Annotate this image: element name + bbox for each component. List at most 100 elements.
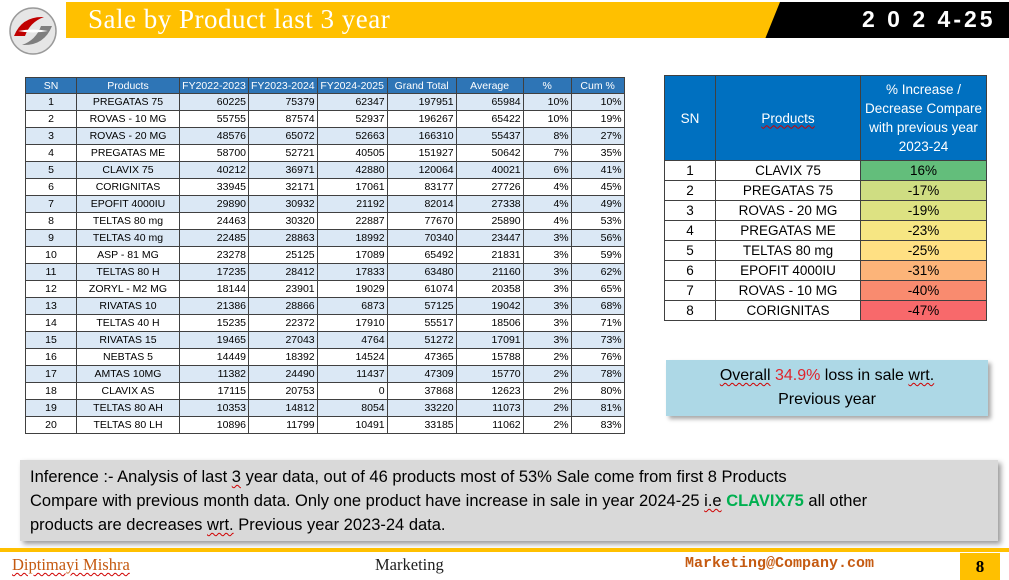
company-logo-icon (9, 7, 57, 55)
table-cell: 18144 (179, 280, 249, 298)
table-cell: 4 (25, 144, 77, 162)
comparison-header-change: % Increase / Decrease Compare with previ… (860, 75, 987, 161)
table-cell: 55437 (455, 127, 524, 145)
inference-text: wrt. (207, 516, 234, 534)
table-cell: 13 (25, 297, 77, 315)
table-cell: 3% (522, 280, 572, 298)
comparison-header-row: SN Products % Increase / Decrease Compar… (664, 75, 987, 161)
table-cell: 0 (316, 382, 388, 400)
table-cell: 21386 (179, 297, 249, 315)
table-cell: 10% (522, 93, 572, 111)
table-cell: 4764 (316, 331, 388, 349)
table-cell: ROVAS - 20 MG (76, 127, 180, 145)
table-row: 16 NEBTAS 5 14449 18392 14524 47365 15788 2% 76% (25, 348, 625, 366)
comparison-product-cell: PREGATAS ME (715, 220, 861, 241)
table-cell: 62% (570, 263, 625, 281)
comparison-change-cell: 16% (860, 160, 987, 181)
table-cell: 49% (570, 195, 625, 213)
comparison-product-cell: ROVAS - 20 MG (715, 200, 861, 221)
column-header: Products (76, 77, 180, 94)
table-cell: 4% (522, 212, 572, 230)
table-cell: 17061 (316, 178, 388, 196)
table-cell: TELTAS 80 LH (76, 416, 180, 434)
table-cell: 33185 (386, 416, 457, 434)
year-box (808, 2, 1009, 38)
table-cell: PREGATAS 75 (76, 93, 180, 111)
table-cell: CLAVIX AS (76, 382, 180, 400)
table-cell: 22372 (248, 314, 318, 332)
table-header-row: SN Products FY2022-2023 FY2023-2024 FY2024-2… (25, 77, 625, 94)
table-cell: 2% (522, 399, 572, 417)
comparison-header-products: Products (715, 75, 861, 161)
table-cell: 18 (25, 382, 77, 400)
table-row: 4 PREGATAS ME 58700 52721 40505 151927 50642 7%… (25, 144, 625, 162)
table-cell: 73% (570, 331, 625, 349)
table-cell: 14449 (179, 348, 249, 366)
column-header: Average (455, 77, 524, 94)
inference-highlight-product: CLAVIX75 (726, 492, 804, 510)
table-cell: 65422 (455, 110, 524, 128)
table-cell: 4% (522, 195, 572, 213)
table-cell: 27338 (455, 195, 524, 213)
table-cell: 11 (25, 263, 77, 281)
table-row: 6 CORIGNITAS 33945 32171 17061 83177 27726 4% 45… (25, 178, 625, 196)
table-cell: 42880 (316, 161, 388, 179)
table-cell: 15788 (455, 348, 524, 366)
table-cell: ASP - 81 MG (76, 246, 180, 264)
comparison-row: 3 ROVAS - 20 MG -19% (664, 200, 987, 221)
table-cell: 2% (522, 365, 572, 383)
table-row: 10 ASP - 81 MG 23278 25125 17089 65492 21831 3%… (25, 246, 625, 264)
table-cell: 23901 (248, 280, 318, 298)
footer-email[interactable]: Marketing@Company.com (685, 555, 875, 572)
title-bar (66, 2, 801, 38)
table-cell: 20 (25, 416, 77, 434)
comparison-header-products-text: Products (761, 110, 815, 126)
inference-text: 3 (231, 468, 241, 486)
comparison-product-cell: CLAVIX 75 (715, 160, 861, 181)
table-cell: 58700 (179, 144, 249, 162)
table-cell: 18506 (455, 314, 524, 332)
inference-text: i.e (704, 492, 722, 510)
table-cell: 65% (570, 280, 625, 298)
table-cell: 28412 (248, 263, 318, 281)
comparison-header-sn: SN (664, 75, 716, 161)
inference-text: year data, out of 46 products most of 53… (245, 468, 787, 486)
year-label: 2 0 2 4-25 (862, 6, 996, 32)
table-cell: 83% (570, 416, 625, 434)
table-cell: RIVATAS 15 (76, 331, 180, 349)
inference-line-3: products are decreases wrt. Previous yea… (30, 513, 988, 537)
table-cell: 32171 (248, 178, 318, 196)
table-cell: 17235 (179, 263, 249, 281)
table-cell: 3% (522, 331, 572, 349)
table-cell: 81% (570, 399, 625, 417)
table-cell: 37868 (386, 382, 457, 400)
comparison-change-cell: -25% (860, 240, 987, 261)
table-cell: 87574 (248, 110, 318, 128)
table-cell: 21831 (455, 246, 524, 264)
comparison-product-cell: PREGATAS 75 (715, 180, 861, 201)
table-cell: 40021 (455, 161, 524, 179)
comparison-change-cell: -47% (860, 300, 987, 321)
table-cell: 33220 (386, 399, 457, 417)
table-cell: 7 (25, 195, 77, 213)
table-cell: 55517 (386, 314, 457, 332)
column-header: SN (25, 77, 77, 94)
table-cell: 120064 (386, 161, 457, 179)
table-cell: 29890 (179, 195, 249, 213)
table-cell: 2% (522, 348, 572, 366)
table-cell: TELTAS 80 H (76, 263, 180, 281)
comparison-sn-cell: 2 (664, 180, 716, 201)
table-cell: 53% (570, 212, 625, 230)
comparison-body: 1 CLAVIX 75 16% 2 PREGATAS 75 -17% 3 ROVAS - 20… (664, 160, 987, 321)
table-cell: TELTAS 80 AH (76, 399, 180, 417)
table-cell: 25125 (248, 246, 318, 264)
overall-text: loss in sale (824, 367, 904, 384)
table-cell: 52937 (316, 110, 388, 128)
table-cell: 60225 (179, 93, 249, 111)
table-cell: 52663 (316, 127, 388, 145)
comparison-row: 1 CLAVIX 75 16% (664, 160, 987, 181)
comparison-product-cell: TELTAS 80 mg (715, 240, 861, 261)
inference-line-1: Inference :- Analysis of last 3 year dat… (30, 465, 988, 489)
table-cell: 83177 (386, 178, 457, 196)
table-cell: PREGATAS ME (76, 144, 180, 162)
